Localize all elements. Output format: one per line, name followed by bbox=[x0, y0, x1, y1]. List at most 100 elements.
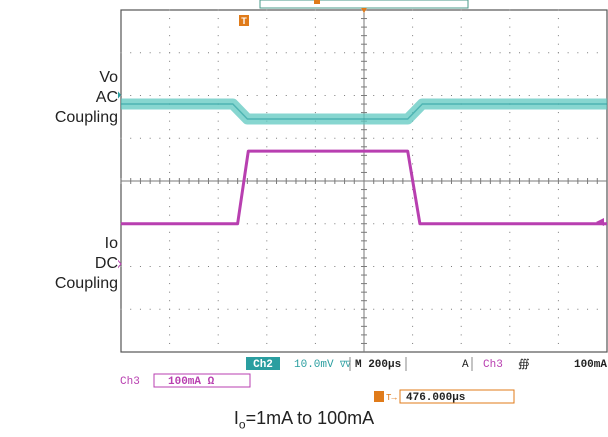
grid-dot bbox=[295, 52, 297, 54]
grid-dot bbox=[266, 240, 268, 242]
grid-dot bbox=[314, 189, 316, 191]
grid-dot bbox=[509, 214, 511, 216]
grid-dot bbox=[412, 334, 414, 336]
grid-dot bbox=[412, 26, 414, 28]
grid-dot bbox=[412, 231, 414, 233]
grid-dot bbox=[519, 137, 521, 139]
grid-dot bbox=[149, 95, 151, 96]
grid-dot bbox=[557, 334, 559, 336]
grid-dot bbox=[557, 69, 559, 71]
grid-dot bbox=[256, 223, 258, 225]
grid-dot bbox=[217, 248, 219, 250]
grid-dot bbox=[557, 52, 559, 54]
grid-dot bbox=[266, 163, 268, 165]
grid-dot bbox=[217, 300, 219, 302]
grid-dot bbox=[460, 77, 462, 79]
grid-dot bbox=[314, 283, 316, 285]
status-row-3: T→ 476.000µs bbox=[374, 389, 515, 404]
trigger-mode: A bbox=[462, 359, 469, 371]
grid-dot bbox=[480, 137, 482, 139]
grid-dot bbox=[266, 300, 268, 302]
grid-dot bbox=[246, 137, 248, 139]
status-row-1: Ch2 10.0mV ∇∇ M 200µs A Ch3 ∰ 100mA bbox=[246, 357, 607, 371]
grid-dot bbox=[266, 231, 268, 233]
grid-dot bbox=[421, 308, 423, 310]
grid-dot bbox=[499, 52, 501, 54]
grid-dot bbox=[596, 308, 598, 310]
grid-dot bbox=[227, 52, 229, 54]
grid-dot bbox=[382, 52, 384, 54]
grid-dot bbox=[207, 308, 209, 310]
grid-dot bbox=[305, 308, 307, 310]
grid-dot bbox=[382, 95, 384, 96]
grid-dot bbox=[198, 52, 200, 54]
grid-dot bbox=[198, 95, 200, 96]
grid-dot bbox=[402, 223, 404, 225]
caption-sub: o bbox=[238, 417, 246, 432]
grid-dot bbox=[509, 257, 511, 259]
grid-dot bbox=[217, 95, 219, 96]
grid-dot bbox=[557, 342, 559, 344]
grid-dot bbox=[382, 223, 384, 225]
grid-dot bbox=[305, 137, 307, 139]
grid-dot bbox=[557, 154, 559, 156]
grid-dot bbox=[509, 154, 511, 156]
grid-dot bbox=[557, 137, 559, 139]
grid-dot bbox=[227, 266, 229, 267]
grid-dot bbox=[217, 274, 219, 276]
grid-dot bbox=[373, 137, 375, 139]
grid-dot bbox=[499, 137, 501, 139]
grid-dot bbox=[139, 52, 141, 54]
grid-dot bbox=[421, 95, 423, 96]
grid-dot bbox=[266, 146, 268, 148]
grid-dot bbox=[266, 171, 268, 173]
grid-dot bbox=[217, 18, 219, 20]
grid-dot bbox=[509, 308, 511, 310]
grid-dot bbox=[577, 52, 579, 54]
grid-dot bbox=[314, 86, 316, 88]
grid-dot bbox=[412, 257, 414, 259]
grid-dot bbox=[169, 214, 171, 216]
center-marker-icon bbox=[361, 8, 367, 13]
grid-dot bbox=[169, 317, 171, 319]
grid-dot bbox=[169, 86, 171, 88]
grid-dot bbox=[217, 291, 219, 293]
grid-dot bbox=[528, 266, 530, 267]
grid-dot bbox=[266, 103, 268, 105]
grid-dot bbox=[431, 52, 433, 54]
grid-dot bbox=[538, 266, 540, 267]
ch3-scale: 100mA Ω bbox=[168, 376, 215, 388]
grid-dot bbox=[412, 308, 414, 310]
grid-dot bbox=[509, 95, 511, 96]
grid-dot bbox=[217, 308, 219, 310]
grid-dot bbox=[392, 52, 394, 54]
grid-dot bbox=[412, 35, 414, 37]
grid-dot bbox=[431, 308, 433, 310]
grid-dot bbox=[217, 257, 219, 259]
grid-dot bbox=[460, 52, 462, 54]
grid-dot bbox=[314, 231, 316, 233]
trigger-position-marker bbox=[314, 0, 320, 4]
grid-dot bbox=[217, 197, 219, 199]
grid-dot bbox=[557, 317, 559, 319]
grid-dot bbox=[314, 214, 316, 216]
grid-dot bbox=[169, 146, 171, 148]
grid-dot bbox=[130, 137, 132, 139]
grid-dot bbox=[412, 214, 414, 216]
grid-dot bbox=[470, 266, 472, 267]
grid-dot bbox=[266, 317, 268, 319]
grid-dot bbox=[557, 189, 559, 191]
grid-dot bbox=[276, 223, 278, 225]
grid-dot bbox=[509, 300, 511, 302]
grid-dot bbox=[266, 334, 268, 336]
grid-dot bbox=[557, 206, 559, 208]
grid-dot bbox=[266, 60, 268, 62]
grid-dot bbox=[460, 266, 462, 267]
grid-dot bbox=[509, 35, 511, 37]
grid-dot bbox=[178, 95, 180, 96]
grid-dot bbox=[314, 171, 316, 173]
grid-dot bbox=[412, 197, 414, 199]
grid-dot bbox=[596, 137, 598, 139]
grid-dot bbox=[382, 137, 384, 139]
grid-dot bbox=[509, 86, 511, 88]
